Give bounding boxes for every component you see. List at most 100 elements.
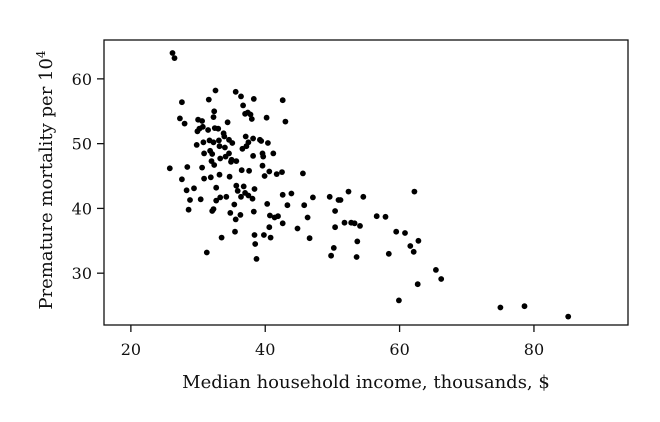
scatter-point [250,208,257,215]
data-points [166,50,572,320]
scatter-point [250,153,256,159]
scatter-point [250,96,257,102]
scatter-point [253,256,260,262]
scatter-point [263,114,270,121]
scatter-point [197,196,204,203]
scatter-point [249,195,256,202]
scatter-point [411,188,418,195]
scatter-point [410,248,417,255]
scatter-point [209,151,216,157]
scatter-point [250,135,256,142]
scatter-point [360,193,367,200]
scatter-point [402,230,408,236]
y-axis-ticks: 30 40 50 60 [72,70,104,283]
scatter-point [234,188,241,194]
scatter-point [222,144,228,151]
scatter-point [247,111,254,118]
y-axis-label-exponent: 4 [34,50,48,58]
scatter-point [264,201,271,207]
scatter-point [521,303,528,310]
scatter-point [216,171,223,178]
scatter-point [288,190,295,197]
scatter-point [227,210,234,216]
scatter-point [212,87,219,94]
scatter-point [385,250,392,257]
scatter-point [183,187,190,194]
scatter-point [565,313,572,320]
x-tick-label: 40 [255,340,275,359]
scatter-point [245,139,252,146]
scatter-point [330,245,337,251]
scatter-point [407,243,414,249]
y-tick-label: 60 [72,70,92,89]
y-tick-label: 50 [72,135,92,154]
scatter-point [246,167,253,174]
scatter-point [279,220,286,227]
x-axis-ticks: 20 40 60 80 [121,325,544,359]
scatter-point [261,232,267,238]
scatter-point [216,137,222,144]
x-tick-label: 60 [389,340,409,359]
y-tick-label: 40 [72,199,92,218]
scatter-point [213,184,220,191]
scatter-point [215,125,222,132]
x-tick-label: 80 [524,340,544,359]
scatter-point [357,223,363,229]
scatter-point [238,93,244,100]
scatter-point [279,169,285,176]
scatter-point [266,168,273,175]
scatter-point [169,50,176,56]
scatter-point [328,252,334,259]
scatter-point [301,202,308,209]
scatter-point [273,171,280,178]
scatter-point [251,232,258,238]
scatter-point [300,170,306,177]
scatter-point [242,133,249,140]
scatter-point [396,297,402,304]
scatter-point [221,133,228,140]
scatter-point [258,138,265,144]
scatter-point [373,213,380,220]
scatter-point [184,164,191,170]
scatter-point [232,216,239,223]
scatter-point [209,208,216,214]
scatter-point [177,115,183,122]
scatter-point [199,118,206,124]
scatter-point [205,127,212,133]
scatter-point [332,208,338,214]
scatter-point [252,241,259,247]
scatter-point [203,249,210,256]
scatter-point [238,193,244,200]
x-axis-label: Median household income, thousands, $ [182,372,550,393]
scatter-point [240,102,247,109]
scatter-point [275,213,281,220]
scatter-point [282,118,289,125]
scatter-point [232,88,239,95]
scatter-point [304,214,311,221]
scatter-point [201,175,208,182]
scatter-point [228,156,235,163]
scatter-point [205,96,212,103]
scatter-point [237,212,244,218]
scatter-point [326,193,333,200]
scatter-point [211,108,218,115]
scatter-point [341,219,348,226]
scatter-point [497,304,504,311]
scatter-point [229,140,236,146]
scatter-point [251,186,258,192]
scatter-point [166,165,173,172]
scatter-point [171,55,178,61]
scatter-point [433,267,439,273]
scatter-point [382,213,389,220]
scatter-point [187,197,193,203]
scatter-point [224,119,231,126]
scatter-point [261,173,268,179]
scatter-point [199,123,206,130]
scatter-point [351,220,358,227]
scatter-point [279,97,286,104]
plot-frame [103,39,629,326]
scatter-point [191,185,197,192]
y-axis-label: Premature mortality per 104 [34,50,57,310]
scatter-point [438,276,445,282]
scatter-point [231,201,238,208]
